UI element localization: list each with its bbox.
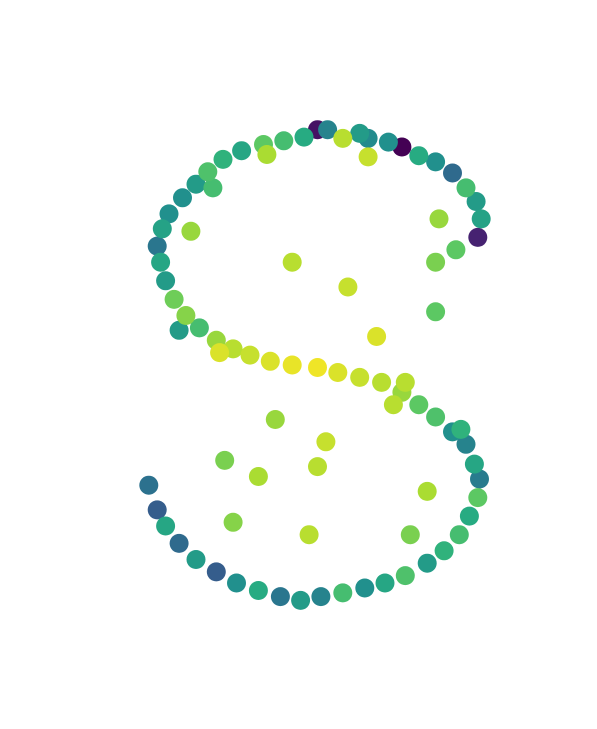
scatter-point [240, 345, 260, 365]
scatter-point [299, 525, 319, 545]
scatter-point [328, 363, 348, 382]
scatter-point [248, 467, 268, 486]
scatter-point [308, 358, 327, 377]
scatter-point [350, 367, 370, 387]
scatter-point [456, 178, 476, 198]
scatter-point [260, 351, 280, 371]
scatter-point [426, 302, 446, 322]
scatter-point [426, 152, 446, 172]
scatter-point [409, 146, 429, 166]
scatter-point [198, 162, 218, 182]
scatter-point [181, 221, 201, 241]
scatter-point [333, 128, 353, 148]
scatter-point [156, 516, 176, 536]
scatter-point [378, 132, 398, 152]
scatter-point [213, 149, 233, 169]
scatter-point [308, 457, 327, 477]
scatter-point [426, 252, 446, 272]
scatter-point [434, 541, 454, 561]
scatter-point [265, 410, 285, 429]
scatter-point [203, 178, 223, 198]
scatter-point [459, 506, 479, 526]
scatter-point [417, 553, 437, 573]
scatter-point [464, 454, 484, 474]
scatter-point [375, 573, 395, 593]
scatter-points-group [139, 120, 491, 610]
scatter-point [248, 581, 268, 600]
scatter-point [429, 209, 449, 229]
scatter-point [159, 204, 179, 224]
scatter-point [270, 587, 290, 607]
scatter-point [223, 512, 243, 532]
scatter-point [417, 481, 437, 501]
scatter-point [164, 289, 184, 309]
scatter-point [147, 500, 167, 520]
scatter-point [449, 525, 469, 545]
scatter-point [451, 419, 471, 439]
scatter-point [206, 562, 226, 582]
scatter-point [446, 240, 466, 260]
scatter-point [443, 163, 462, 183]
scatter-point [173, 188, 192, 208]
scatter-point [471, 209, 491, 229]
scatter-point [311, 587, 331, 607]
scatter-point [282, 252, 302, 272]
scatter-point [470, 469, 489, 489]
scatter-point [426, 407, 446, 427]
scatter-point [466, 192, 486, 211]
scatter-point [186, 174, 206, 194]
scatter-point [318, 120, 338, 140]
scatter-point [282, 355, 302, 375]
scatter-point [291, 590, 311, 610]
scatter-point [316, 432, 336, 452]
scatter-point [456, 434, 476, 454]
scatter-point [156, 271, 176, 291]
scatter-point [358, 147, 378, 167]
scatter-point [210, 343, 230, 363]
scatter-point [176, 306, 196, 325]
scatter-point [355, 578, 375, 598]
scatter-point [151, 252, 171, 272]
scatter-point [367, 327, 387, 346]
scatter-point [468, 488, 488, 508]
scatter-point [169, 320, 189, 340]
scatter-point [189, 318, 209, 338]
scatter-point [147, 236, 167, 256]
scatter-point [395, 372, 415, 392]
scatter-point [350, 123, 370, 143]
scatter-point [215, 450, 235, 470]
scatter-point [338, 277, 358, 297]
scatter-point [409, 395, 429, 415]
scatter-point [232, 141, 252, 161]
scatter-point [139, 475, 159, 495]
scatter-point [257, 145, 277, 164]
scatter-point [169, 533, 189, 553]
scatter-point [227, 573, 246, 593]
scatter-point [152, 219, 172, 239]
scatter-point [333, 583, 353, 603]
scatter-point [468, 227, 488, 247]
scatter-point [294, 127, 314, 147]
scatter-point [274, 131, 294, 151]
scatter-point [395, 566, 415, 586]
scatter-point [383, 395, 403, 415]
scatter-point [372, 372, 392, 392]
scatter-point [186, 550, 206, 569]
scatter-point [400, 525, 420, 545]
